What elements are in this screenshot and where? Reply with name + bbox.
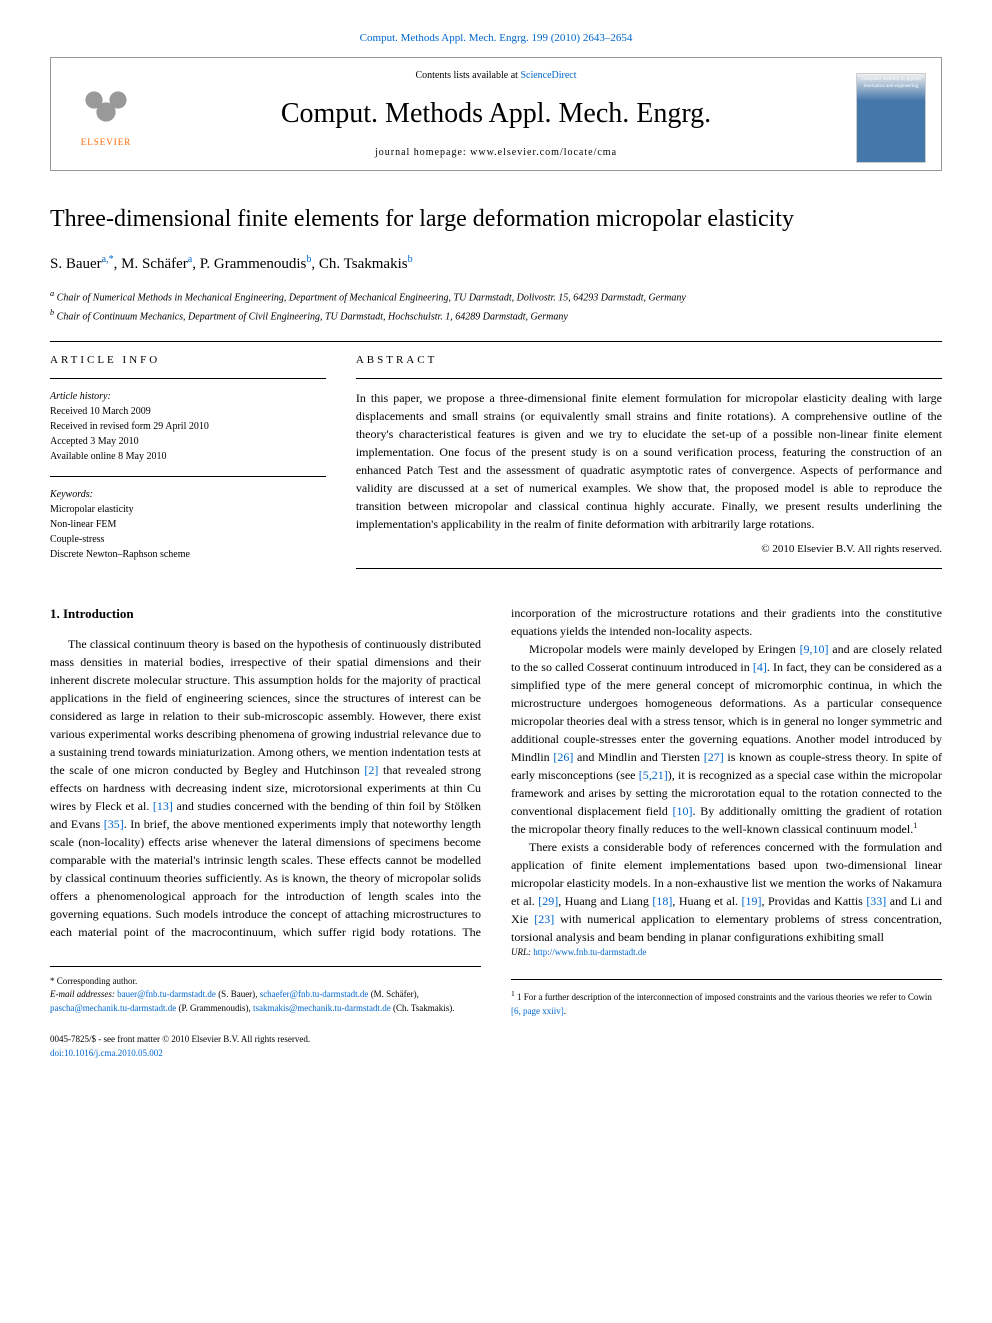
author-affil-sup: b [306, 254, 311, 265]
ref-link[interactable]: [10] [673, 804, 693, 818]
history-label: Article history: [50, 389, 326, 404]
ref-link[interactable]: [35] [104, 817, 124, 831]
article-history: Article history: Received 10 March 2009 … [50, 389, 326, 464]
ref-link[interactable]: [18] [652, 894, 672, 908]
footer-area: * Corresponding author. E-mail addresses… [50, 946, 942, 1019]
divider [50, 341, 942, 342]
keywords-label: Keywords: [50, 487, 326, 502]
url-link[interactable]: http://www.fnb.tu-darmstadt.de [533, 947, 646, 957]
history-item: Received 10 March 2009 [50, 404, 326, 419]
ref-link[interactable]: [13] [153, 799, 173, 813]
divider [356, 378, 942, 379]
ref-link[interactable]: [29] [538, 894, 558, 908]
abstract-copyright: © 2010 Elsevier B.V. All rights reserved… [356, 541, 942, 558]
article-info-heading: ARTICLE INFO [50, 352, 326, 369]
info-abstract-row: ARTICLE INFO Article history: Received 1… [50, 352, 942, 579]
author: P. Grammenoudisb [200, 256, 312, 272]
author: S. Bauera,* [50, 256, 114, 272]
section-heading: 1. Introduction [50, 604, 481, 624]
email-link[interactable]: schaefer@fnb.tu-darmstadt.de [260, 989, 369, 999]
paragraph: There exists a considerable body of refe… [511, 838, 942, 946]
issn-doi-block: 0045-7825/$ - see front matter © 2010 El… [50, 1033, 942, 1060]
author-affil-sup: a [188, 254, 192, 265]
history-item: Accepted 3 May 2010 [50, 434, 326, 449]
article-title: Three-dimensional finite elements for la… [50, 201, 942, 237]
email-addresses: E-mail addresses: bauer@fnb.tu-darmstadt… [50, 988, 481, 1015]
contents-text: Contents lists available at [415, 70, 520, 81]
divider [356, 568, 942, 569]
journal-homepage[interactable]: journal homepage: www.elsevier.com/locat… [171, 145, 821, 160]
email-link[interactable]: bauer@fnb.tu-darmstadt.de [117, 989, 216, 999]
elsevier-logo: ELSEVIER [66, 73, 146, 153]
doi-link[interactable]: doi:10.1016/j.cma.2010.05.002 [50, 1047, 942, 1061]
keyword: Micropolar elasticity [50, 502, 326, 517]
ref-link[interactable]: [19] [742, 894, 762, 908]
abstract-heading: ABSTRACT [356, 352, 942, 369]
ref-link[interactable]: [6, page xxiiv] [511, 1006, 564, 1016]
ref-link[interactable]: [5,21] [639, 768, 668, 782]
keyword: Couple-stress [50, 532, 326, 547]
elsevier-tree-icon [76, 76, 136, 136]
footnote-block: 1 1 For a further description of the int… [511, 979, 942, 1018]
author-affil-sup: a,* [102, 254, 114, 265]
body-text: 1. Introduction The classical continuum … [50, 604, 942, 946]
ref-link[interactable]: [9,10] [800, 642, 829, 656]
issn-line: 0045-7825/$ - see front matter © 2010 El… [50, 1033, 942, 1047]
abstract-text: In this paper, we propose a three-dimens… [356, 389, 942, 533]
author-list: S. Bauera,*, M. Schäfera, P. Grammenoudi… [50, 252, 942, 276]
ref-link[interactable]: [33] [866, 894, 886, 908]
keyword: Discrete Newton–Raphson scheme [50, 547, 326, 562]
contents-available: Contents lists available at ScienceDirec… [171, 68, 821, 83]
affiliations: a Chair of Numerical Methods in Mechanic… [50, 287, 942, 326]
article-info-column: ARTICLE INFO Article history: Received 1… [50, 352, 326, 579]
keywords-block: Keywords: Micropolar elasticity Non-line… [50, 487, 326, 562]
corresponding-label: * Corresponding author. [50, 975, 481, 989]
ref-link[interactable]: [2] [364, 763, 378, 777]
affiliation: a Chair of Numerical Methods in Mechanic… [50, 287, 942, 306]
history-item: Received in revised form 29 April 2010 [50, 419, 326, 434]
citation-line[interactable]: Comput. Methods Appl. Mech. Engrg. 199 (… [50, 30, 942, 47]
email-link[interactable]: pascha@mechanik.tu-darmstadt.de [50, 1003, 176, 1013]
ref-link[interactable]: [23] [534, 912, 554, 926]
footnote-number: 1 [511, 989, 515, 998]
journal-header: ELSEVIER Computer methods in applied mec… [50, 57, 942, 171]
journal-name: Comput. Methods Appl. Mech. Engrg. [171, 93, 821, 135]
divider [50, 476, 326, 477]
author-affil-sup: b [408, 254, 413, 265]
email-link[interactable]: tsakmakis@mechanik.tu-darmstadt.de [253, 1003, 391, 1013]
journal-cover-thumbnail: Computer methods in applied mechanics an… [856, 73, 926, 163]
ref-link[interactable]: [4] [753, 660, 767, 674]
sciencedirect-link[interactable]: ScienceDirect [520, 70, 576, 81]
divider [50, 378, 326, 379]
ref-link[interactable]: [27] [704, 750, 724, 764]
footnote-marker[interactable]: 1 [913, 821, 917, 830]
url-line: URL: http://www.fnb.tu-darmstadt.de [511, 946, 942, 960]
abstract-column: ABSTRACT In this paper, we propose a thr… [356, 352, 942, 579]
author: Ch. Tsakmakisb [319, 256, 413, 272]
history-item: Available online 8 May 2010 [50, 449, 326, 464]
author: M. Schäfera [121, 256, 192, 272]
paragraph: Micropolar models were mainly developed … [511, 640, 942, 838]
ref-link[interactable]: [26] [553, 750, 573, 764]
keyword: Non-linear FEM [50, 517, 326, 532]
elsevier-label: ELSEVIER [81, 136, 132, 150]
affiliation: b Chair of Continuum Mechanics, Departme… [50, 306, 942, 325]
